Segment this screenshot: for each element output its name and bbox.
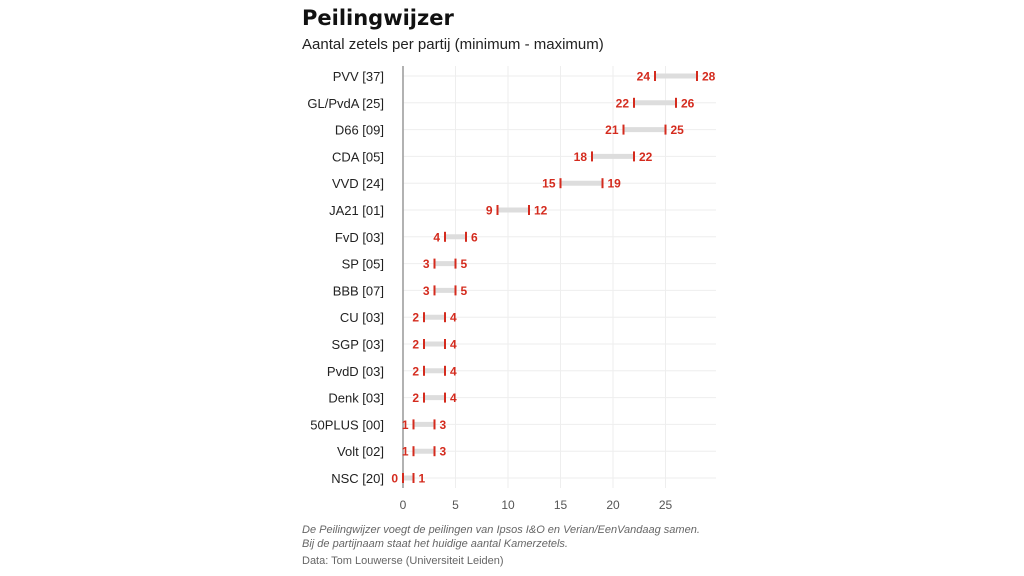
max-value-label: 5: [461, 257, 468, 271]
min-value-label: 21: [605, 123, 619, 137]
max-value-label: 25: [671, 123, 685, 137]
min-value-label: 24: [637, 70, 651, 84]
party-label: FvD [03]: [335, 230, 384, 245]
max-value-label: 4: [450, 338, 457, 352]
min-value-label: 2: [412, 364, 419, 378]
party-label: PVV [37]: [333, 69, 384, 84]
party-label: VVD [24]: [332, 176, 384, 191]
x-tick-label: 5: [452, 498, 459, 512]
min-value-label: 15: [542, 177, 556, 191]
max-value-label: 5: [461, 284, 468, 298]
x-tick-label: 0: [400, 498, 407, 512]
min-value-label: 22: [616, 96, 630, 110]
party-label: PvdD [03]: [327, 364, 384, 379]
party-label: GL/PvdA [25]: [307, 96, 384, 111]
max-value-label: 22: [639, 150, 653, 164]
min-value-label: 4: [433, 230, 440, 244]
max-value-label: 6: [471, 230, 478, 244]
x-tick-label: 15: [554, 498, 568, 512]
max-value-label: 3: [440, 445, 447, 459]
min-value-label: 2: [412, 391, 419, 405]
party-label: JA21 [01]: [329, 203, 384, 218]
footnote-line-2: Bij de partijnaam staat het huidige aant…: [302, 538, 568, 550]
min-value-label: 1: [402, 445, 409, 459]
max-value-label: 28: [702, 70, 716, 84]
party-label: SGP [03]: [331, 337, 384, 352]
party-label: CU [03]: [340, 310, 384, 325]
max-value-label: 26: [681, 96, 695, 110]
x-tick-label: 20: [606, 498, 620, 512]
min-value-label: 2: [412, 311, 419, 325]
party-label: NSC [20]: [331, 471, 384, 486]
chart-title: Peilingwijzer: [302, 6, 454, 30]
max-value-label: 4: [450, 364, 457, 378]
min-value-label: 3: [423, 257, 430, 271]
party-label: CDA [05]: [332, 149, 384, 164]
source-note: Data: Tom Louwerse (Universiteit Leiden): [302, 555, 504, 567]
party-label: Volt [02]: [337, 444, 384, 459]
party-label: 50PLUS [00]: [310, 417, 384, 432]
min-value-label: 0: [391, 472, 398, 486]
max-value-label: 1: [419, 472, 426, 486]
min-value-label: 3: [423, 284, 430, 298]
party-label: SP [05]: [342, 257, 384, 272]
party-label: Denk [03]: [328, 391, 384, 406]
max-value-label: 4: [450, 311, 457, 325]
min-value-label: 9: [486, 204, 493, 218]
min-value-label: 18: [574, 150, 588, 164]
max-value-label: 12: [534, 204, 548, 218]
x-tick-label: 25: [659, 498, 673, 512]
min-value-label: 1: [402, 418, 409, 432]
min-value-label: 2: [412, 338, 419, 352]
chart-subtitle: Aantal zetels per partij (minimum - maxi…: [302, 36, 604, 53]
max-value-label: 3: [440, 418, 447, 432]
x-tick-label: 10: [501, 498, 515, 512]
max-value-label: 4: [450, 391, 457, 405]
max-value-label: 19: [608, 177, 622, 191]
party-label: D66 [09]: [335, 123, 384, 138]
party-label: BBB [07]: [333, 283, 384, 298]
footnote-line-1: De Peilingwijzer voegt de peilingen van …: [302, 524, 700, 536]
